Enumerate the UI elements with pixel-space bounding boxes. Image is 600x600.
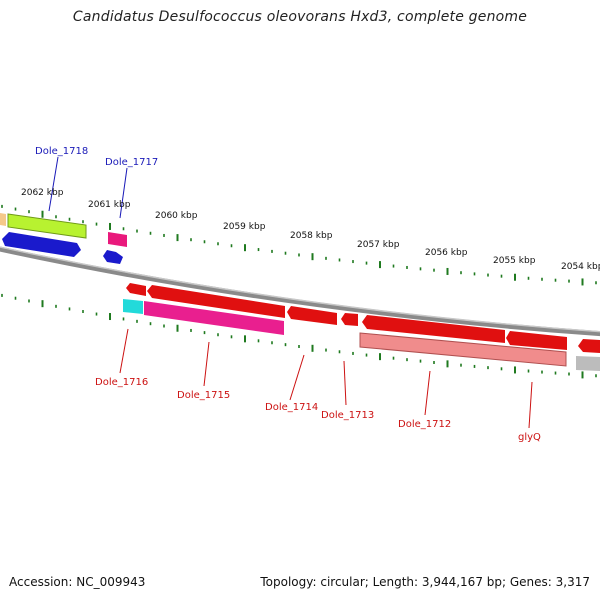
scale-label: 2057 kbp <box>357 240 400 250</box>
feature-dole-1714-top[interactable] <box>287 306 337 325</box>
scale-label: 2062 kbp <box>21 188 64 198</box>
scale-label: 2056 kbp <box>425 248 468 258</box>
feature-dole-1715-top[interactable] <box>147 285 285 318</box>
feature-dole-1716-top[interactable] <box>126 283 146 296</box>
gene-label-dole-1718[interactable]: Dole_1718 <box>35 146 88 157</box>
feature-dole-1712-top[interactable] <box>362 315 505 343</box>
scale-label: 2058 kbp <box>290 231 333 241</box>
accession-text: Accession: NC_009943 <box>9 575 146 589</box>
feature-grey-next[interactable] <box>576 356 600 371</box>
feature-dole-1712[interactable] <box>359 332 567 367</box>
gene-label-dole-1714[interactable]: Dole_1714 <box>265 402 318 413</box>
map-title: Candidatus Desulfococcus oleovorans Hxd3… <box>72 9 528 25</box>
scale-label: 2061 kbp <box>88 200 131 210</box>
gene-label-dole-1713[interactable]: Dole_1713 <box>321 410 374 421</box>
scale-label: 2055 kbp <box>493 256 536 266</box>
feature-dole-1715[interactable] <box>144 301 284 335</box>
feature-blue-small[interactable] <box>103 250 123 264</box>
leader-dole-1717 <box>119 167 128 219</box>
genome-backbone <box>0 246 600 337</box>
gene-label-dole-1715[interactable]: Dole_1715 <box>177 390 230 401</box>
leader-dole-1712 <box>424 370 431 416</box>
leader-dole-1718 <box>48 156 59 212</box>
leader-dole-1715 <box>203 341 210 387</box>
gene-label-glyq[interactable]: glyQ <box>518 432 541 443</box>
gene-label-dole-1716[interactable]: Dole_1716 <box>95 377 148 388</box>
feature-dole-1717[interactable] <box>108 232 127 247</box>
feature-glyq-top[interactable] <box>506 331 567 350</box>
feature-dole-1713-top[interactable] <box>341 313 358 326</box>
feature-blue-reverse[interactable] <box>2 232 81 257</box>
feature-dole-1716[interactable] <box>123 299 143 314</box>
scale-label: 2060 kbp <box>155 211 198 221</box>
leader-dole-1714 <box>289 354 305 401</box>
scale-ticks-bottom <box>1 293 597 379</box>
feature-orange-fragment <box>0 213 6 226</box>
feature-dole-1718[interactable] <box>7 213 87 239</box>
feature-next-top[interactable] <box>578 339 600 353</box>
scale-label: 2054 kbp <box>561 262 600 272</box>
genome-backbone-highlight <box>0 246 600 333</box>
leader-dole-1716 <box>119 328 129 374</box>
leader-glyq <box>528 381 533 429</box>
scale-label: 2059 kbp <box>223 222 266 232</box>
genome-summary-text: Topology: circular; Length: 3,944,167 bp… <box>260 575 590 589</box>
leader-dole-1713 <box>343 360 347 406</box>
gene-label-dole-1712[interactable]: Dole_1712 <box>398 419 451 430</box>
gene-label-dole-1717[interactable]: Dole_1717 <box>105 157 158 168</box>
scale-ticks-top <box>1 204 597 286</box>
